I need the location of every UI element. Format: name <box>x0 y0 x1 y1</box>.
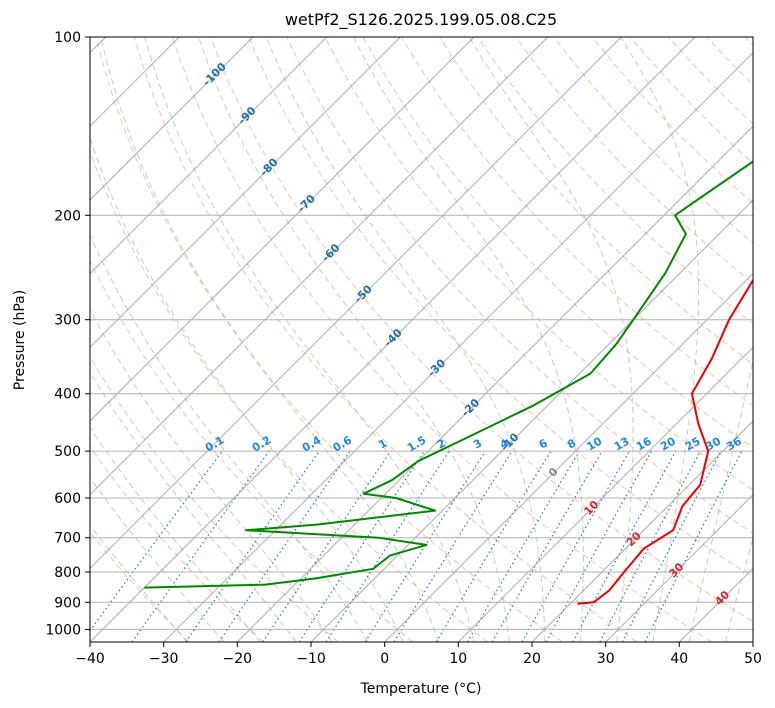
isotherm-line <box>90 37 328 275</box>
isotherm-line <box>236 125 753 642</box>
x-tick-label: 0 <box>380 651 389 667</box>
moist-adiabat-line <box>353 37 584 642</box>
moist-adiabat-line <box>90 136 404 642</box>
y-tick-label: 100 <box>54 30 81 46</box>
mixing-ratio-line <box>298 450 425 642</box>
isotherm-line <box>457 346 753 642</box>
mixing-ratio-line <box>185 450 320 642</box>
dry-adiabat-line <box>133 37 638 642</box>
isotherm-line <box>90 37 401 349</box>
x-tick-label: 20 <box>523 651 541 667</box>
moist-adiabat-line <box>688 358 753 642</box>
isotherm-line <box>90 37 622 570</box>
moist-adiabat-line <box>90 426 261 642</box>
mixing-ratio-line <box>466 450 580 642</box>
plot-frame <box>89 36 754 643</box>
dry-adiabat-line <box>210 37 753 623</box>
y-tick-label: 300 <box>54 313 81 329</box>
moist-adiabat-line <box>265 37 546 642</box>
isotherm-line <box>310 199 753 642</box>
mixing-ratio-line <box>572 450 677 642</box>
isotherm-line <box>163 51 753 642</box>
moist-adiabat-line <box>198 37 510 642</box>
moist-adiabat-line <box>90 477 225 642</box>
isotherm-line <box>90 37 549 496</box>
plot-background <box>90 37 753 642</box>
y-tick-label: 700 <box>54 531 81 547</box>
moist-adiabat-line <box>100 37 439 642</box>
isotherm-line <box>752 641 753 642</box>
x-tick-label: 50 <box>744 651 762 667</box>
isotherm-line <box>605 493 753 642</box>
x-tick-label: −40 <box>75 651 105 667</box>
mixing-ratio-line <box>364 450 486 642</box>
dry-adiabat-line <box>515 37 753 284</box>
y-tick-label: 900 <box>54 595 81 611</box>
grid-layer <box>90 37 753 642</box>
x-tick-label: 30 <box>597 651 615 667</box>
x-tick-label: −30 <box>149 651 179 667</box>
isotherm-line <box>90 37 254 201</box>
series-layer <box>144 160 753 605</box>
y-axis-title: Pressure (hPa) <box>12 290 28 390</box>
mixing-ratio-line <box>325 450 450 642</box>
isotherm-line <box>531 420 753 642</box>
axis-layer: −40 −30 −20 −10 0 10 20 30 40 50 100 200 300 400 500 60… <box>45 30 762 667</box>
dry-adiabat-line <box>90 445 264 642</box>
dry-adiabat-line <box>324 37 753 491</box>
x-tick-label: 10 <box>449 651 467 667</box>
isotherm-line <box>90 37 696 642</box>
isotherm-line <box>384 272 753 642</box>
x-tick-label: −20 <box>223 651 253 667</box>
moist-adiabat-line <box>620 37 700 642</box>
mixing-ratio-line <box>599 450 702 642</box>
y-tick-label: 1000 <box>45 622 81 638</box>
mixing-ratio-line <box>262 450 392 642</box>
dry-adiabat-line <box>90 259 414 642</box>
x-tick-label: −10 <box>296 651 326 667</box>
moist-adiabat-line <box>144 37 475 642</box>
y-tick-label: 600 <box>54 491 81 507</box>
dry-adiabat-line <box>171 37 712 642</box>
x-axis-title: Temperature (°C) <box>360 681 482 697</box>
y-tick-label: 400 <box>54 387 81 403</box>
moist-adiabat-line <box>90 524 188 642</box>
mixing-ratio-line <box>435 450 552 642</box>
dry-adiabat-line <box>286 37 753 534</box>
dry-adiabat-line <box>95 37 563 642</box>
y-tick-label: 800 <box>54 565 81 581</box>
y-tick-label: 500 <box>54 444 81 460</box>
x-tick-label: 40 <box>670 651 688 667</box>
chart-title: wetPf2_S126.2025.199.05.08.C25 <box>285 10 557 30</box>
moist-adiabat-line <box>90 233 369 642</box>
temperature-profile-line <box>577 278 753 605</box>
y-tick-label: 200 <box>54 208 81 224</box>
isotherm-line <box>90 37 475 422</box>
moist-adiabat-line <box>725 536 753 642</box>
mixing-ratio-line <box>218 450 351 642</box>
dewpoint-profile-line <box>144 160 753 589</box>
dry-adiabat-line <box>248 37 753 578</box>
